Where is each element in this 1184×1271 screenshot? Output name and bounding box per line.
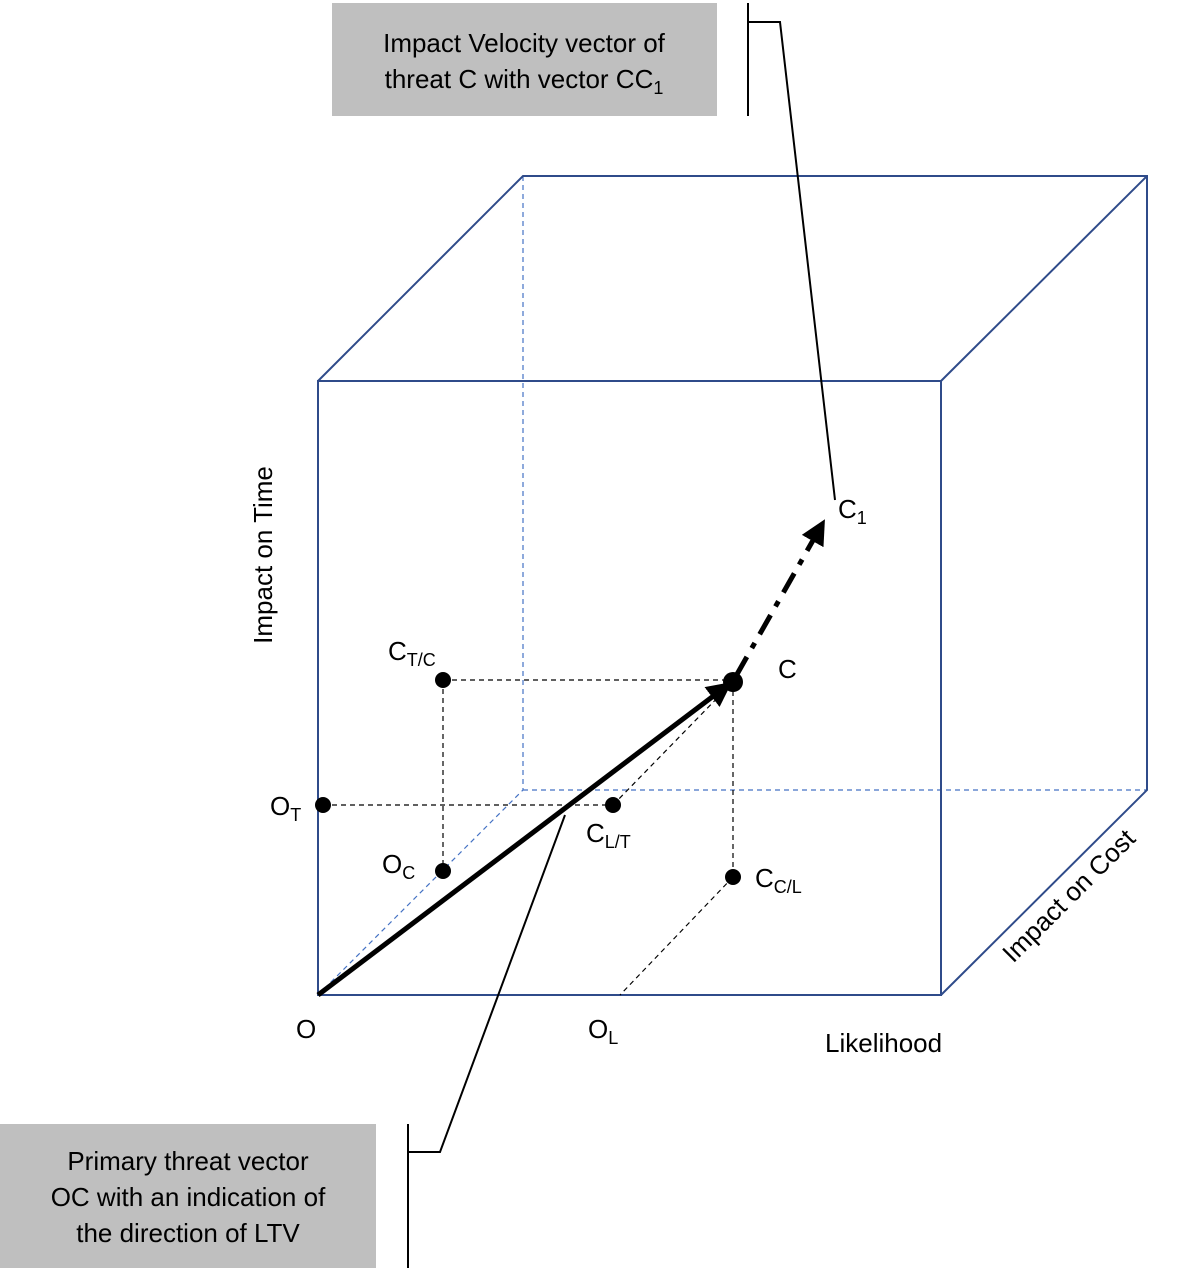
leader-line bbox=[408, 814, 566, 1153]
point-label: CT/C bbox=[388, 636, 436, 670]
label-part: T/C bbox=[407, 650, 436, 670]
label-part: T bbox=[290, 805, 301, 825]
label-part: O bbox=[382, 849, 402, 879]
point-label: OL bbox=[588, 1014, 618, 1048]
label-part: C bbox=[778, 654, 797, 684]
point-label: OC bbox=[382, 849, 415, 883]
axis-label: Likelihood bbox=[825, 1028, 942, 1058]
label-part: Impact Velocity vector of bbox=[383, 28, 666, 58]
callout-box bbox=[332, 3, 717, 116]
cube bbox=[317, 175, 1148, 996]
point-label: C bbox=[778, 654, 797, 684]
point-label: OT bbox=[270, 791, 301, 825]
projection-lines bbox=[323, 679, 734, 996]
label-part: O bbox=[588, 1014, 608, 1044]
velocity-vector bbox=[733, 519, 825, 678]
label-part: threat C with vector CC bbox=[385, 64, 654, 94]
callout-text: the direction of LTV bbox=[76, 1218, 300, 1248]
callout-box bbox=[0, 1124, 376, 1268]
point-label: O bbox=[296, 1014, 316, 1044]
label-part: C bbox=[586, 818, 605, 848]
label-part: C bbox=[402, 863, 415, 883]
point-label: C1 bbox=[838, 494, 867, 528]
label-part: 1 bbox=[653, 78, 663, 98]
label-part: L/T bbox=[605, 832, 631, 852]
axis-label: Impact on Cost bbox=[996, 823, 1141, 968]
callout-text: OC with an indication of bbox=[51, 1182, 326, 1212]
label-part: 1 bbox=[857, 508, 867, 528]
label-part: O bbox=[296, 1014, 316, 1044]
label-part: C bbox=[755, 863, 774, 893]
point-label: CL/T bbox=[586, 818, 631, 852]
label-part: C bbox=[838, 494, 857, 524]
callout-text: Primary threat vector bbox=[67, 1146, 309, 1176]
label-part: L bbox=[608, 1028, 618, 1048]
label-part: O bbox=[270, 791, 290, 821]
point-label: CC/L bbox=[755, 863, 802, 897]
label-part: C/L bbox=[774, 877, 802, 897]
label-part: C bbox=[388, 636, 407, 666]
primary-vector bbox=[316, 681, 732, 997]
axis-label: Impact on Time bbox=[248, 466, 278, 644]
points bbox=[315, 672, 743, 885]
leader-line bbox=[748, 21, 836, 501]
callout-text: Impact Velocity vector of bbox=[383, 28, 666, 58]
callout-text: threat C with vector CC1 bbox=[385, 64, 664, 98]
